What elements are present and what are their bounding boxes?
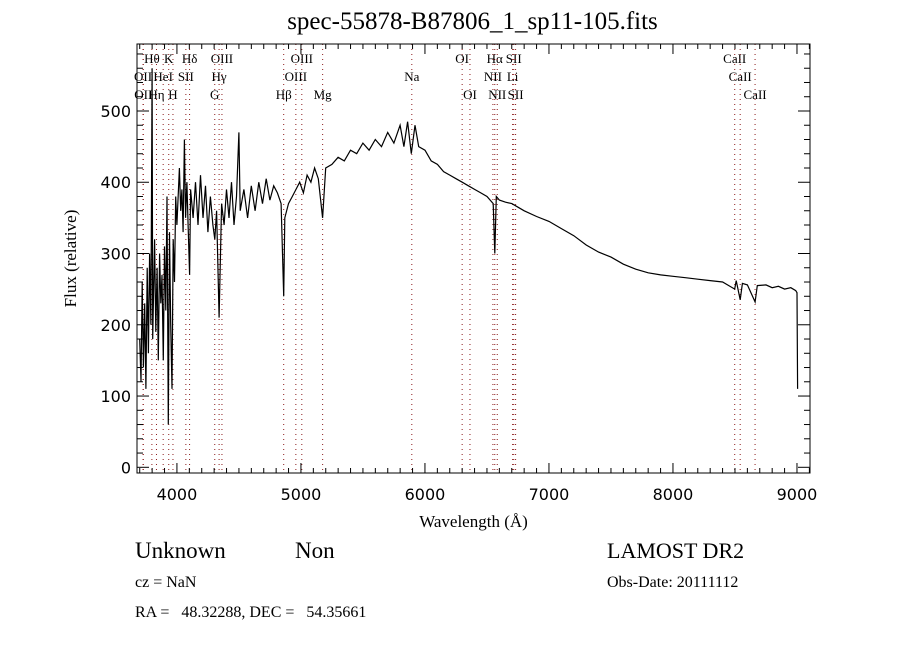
line-marker-label: Hθ [144, 51, 160, 66]
observation-date: Obs-Date: 20111112 [607, 574, 739, 591]
line-marker-label: Hβ [276, 87, 292, 102]
line-marker-label: NII [484, 69, 502, 84]
line-marker-label: K [164, 51, 174, 66]
line-marker-label: OI [463, 87, 477, 102]
line-marker-label: H [168, 87, 177, 102]
x-axis-label: Wavelength (Å) [419, 512, 528, 531]
line-marker-label: Hγ [212, 69, 227, 84]
survey-label: LAMOST DR2 [607, 538, 745, 563]
line-marker-label: SII [178, 69, 194, 84]
y-tick-label: 400 [100, 173, 131, 192]
line-marker-label: SII [506, 51, 522, 66]
x-tick-label: 4000 [157, 485, 198, 504]
line-marker-label: OIII [211, 51, 233, 66]
line-marker-label: Li [507, 69, 519, 84]
ra-dec-coordinates: RA = 48.32288, DEC = 54.35661 [135, 604, 367, 621]
line-marker-label: CaII [723, 51, 746, 66]
x-tick-label: 7000 [529, 485, 570, 504]
object-subclass: Non [295, 538, 335, 563]
object-class: Unknown [135, 538, 226, 563]
line-marker-label: Hα [487, 51, 503, 66]
x-tick-label: 8000 [653, 485, 694, 504]
x-tick-label: 6000 [405, 485, 446, 504]
y-axis-label: Flux (relative) [61, 210, 80, 308]
line-marker-label: OIII [291, 51, 313, 66]
line-marker-label: OII [134, 69, 152, 84]
line-marker-label: OI [455, 51, 469, 66]
line-marker-label: G [210, 87, 219, 102]
y-tick-label: 300 [100, 245, 131, 264]
line-marker-label: OIII [285, 69, 307, 84]
y-tick-label: 200 [100, 316, 131, 335]
x-tick-label: 9000 [777, 485, 818, 504]
line-marker-label: CaII [744, 87, 767, 102]
y-tick-label: 500 [100, 102, 131, 121]
line-marker-label: SII [508, 87, 524, 102]
line-marker-label: Hδ [182, 51, 198, 66]
chart-title: spec-55878-B87806_1_sp11-105.fits [287, 8, 658, 35]
x-tick-label: 5000 [281, 485, 322, 504]
line-marker-label: HeI [153, 69, 173, 84]
line-marker-label: Hη [148, 87, 164, 102]
spectrum-line [139, 68, 799, 425]
y-tick-label: 100 [100, 387, 131, 406]
line-marker-label: OII [134, 87, 152, 102]
redshift-cz: cz = NaN [135, 574, 197, 591]
line-marker-label: CaII [729, 69, 752, 84]
line-marker-label: Na [404, 69, 419, 84]
plot-frame [136, 43, 811, 474]
y-tick-label: 0 [121, 458, 131, 477]
line-marker-label: NII [488, 87, 506, 102]
line-marker-label: Mg [314, 87, 333, 102]
